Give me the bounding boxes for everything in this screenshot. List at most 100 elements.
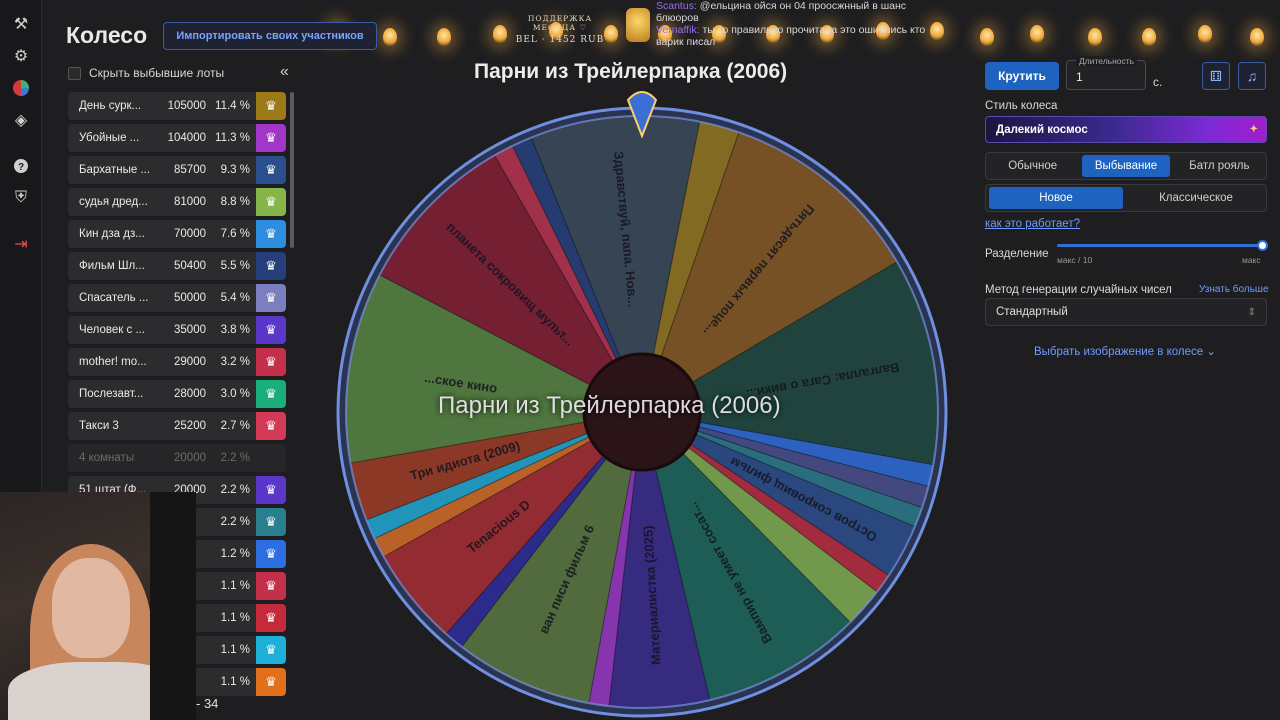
lot-row[interactable]: Бархатные ... 85700 9.3 % ♛ [68,156,286,184]
lot-color-icon[interactable]: ♛ [256,220,286,248]
lot-color-icon[interactable]: ♛ [256,636,286,664]
lot-color-icon[interactable]: ♛ [256,316,286,344]
lot-row[interactable]: Фильм Шл... 50400 5.5 % ♛ [68,252,286,280]
lot-percent: 7.6 % [220,228,250,240]
lot-percent: 9.3 % [220,164,250,176]
split-slider-handle[interactable] [1257,240,1268,251]
lot-name: судья дред... [79,196,148,208]
lot-color-icon[interactable]: ♛ [256,508,286,536]
hide-eliminated-checkbox[interactable] [68,66,81,80]
lot-color-icon[interactable]: ♛ [256,348,286,376]
lot-color-icon[interactable]: ♛ [256,284,286,312]
wheel-style-select[interactable]: Далекий космос ✦ [985,116,1267,143]
wheel-icon[interactable] [11,78,31,98]
stream-chat: Scantus: @ельцина ойся он 04 проосжнный … [656,0,996,48]
lot-row[interactable]: Послезавт... 28000 3.0 % ♛ [68,380,286,408]
wheel[interactable]: Здравствуй, папа. Нов... Пятьдесят первых… [320,86,960,720]
lot-amount: 28000 [174,388,206,400]
collapse-panel-button[interactable]: « [280,63,289,80]
music-icon[interactable]: ♫ [1238,62,1266,90]
lot-name: Фильм Шл... [79,260,145,272]
light-bulb [383,28,397,46]
rng-learn-more-link[interactable]: Узнать больше [1199,284,1269,295]
lot-percent: 2.7 % [220,420,250,432]
lot-amount: 85700 [174,164,206,176]
logout-icon[interactable]: ⇥ [14,236,28,253]
lot-color-icon[interactable]: ♛ [256,476,286,504]
lot-row[interactable]: Спасатель ... 50000 5.4 % ♛ [68,284,286,312]
gear-icon[interactable]: ⚙ [13,48,29,65]
lot-color-icon[interactable]: ♛ [256,572,286,600]
split-slider-track[interactable] [1057,244,1263,247]
lot-amount: 20000 [174,452,206,464]
lot-color-icon[interactable]: ♛ [256,412,286,440]
tab-normal[interactable]: Обычное [1008,160,1058,172]
lot-name: Такси 3 [79,420,119,432]
lot-name: Спасатель ... [79,292,149,304]
sparkle-icon: ✦ [1249,124,1258,135]
tab-new[interactable]: Новое [989,187,1123,209]
lot-name: Бархатные ... [79,164,149,176]
mode-tabs: Обычное Выбывание Батл рояль [985,152,1267,180]
choose-image-label: Выбрать изображение в колесе [1034,346,1204,358]
support-widget: ПОДДЕРЖКА МЕСЯЦА ♡ BEL · 1452 RUB [506,14,614,45]
lot-percent: 2.2 % [220,484,250,496]
webcam-caption: - 34 [196,696,219,711]
lot-percent: 1.1 % [220,644,250,656]
chat-line: варик писал [656,36,716,48]
tab-battle-royale[interactable]: Батл рояль [1189,160,1250,172]
duration-unit: с. [1153,75,1163,89]
duration-value[interactable]: 1 [1076,70,1083,84]
layers-icon[interactable]: ◈ [14,112,28,129]
import-participants-button[interactable]: Импортировать своих участников [163,22,377,50]
lot-color-icon[interactable]: ♛ [256,668,286,696]
select-arrows-icon: ⇕ [1247,306,1256,318]
light-bulb [493,25,507,43]
lot-name: Кин дза дз... [79,228,145,240]
rng-select-value: Стандартный [996,306,1068,318]
tab-classic[interactable]: Классическое [1159,192,1233,204]
lot-percent: 5.4 % [220,292,250,304]
dice-icon[interactable]: ⚅ [1202,62,1230,90]
hide-eliminated-toggle[interactable]: Скрыть выбывшие лоты [68,66,224,80]
lot-color-icon[interactable]: ♛ [256,540,286,568]
lot-color-icon[interactable]: ♛ [256,156,286,184]
wheel-pointer-icon [626,91,658,139]
lot-row[interactable]: судья дред... 81000 8.8 % ♛ [68,188,286,216]
help-icon[interactable]: ? [11,156,31,176]
lot-percent: 11.4 % [215,100,250,112]
wheel-area[interactable]: Здравствуй, папа. Нов... Пятьдесят первых… [320,86,960,720]
lot-row[interactable]: 4 комнаты 20000 2.2 % [68,444,286,472]
lots-scrollbar[interactable] [290,92,294,248]
wheel-style-label: Стиль колеса [985,100,1058,112]
lot-row[interactable]: Убойные ... 104000 11.3 % ♛ [68,124,286,152]
slider-max-label: макс [1242,255,1261,265]
lot-row[interactable]: День сурк... 105000 11.4 % ♛ [68,92,286,120]
shield-icon[interactable]: ⛨ [14,189,27,206]
lot-percent: 11.3 % [215,132,250,144]
lot-color-icon[interactable]: ♛ [256,380,286,408]
how-it-works-link[interactable]: как это работает? [985,218,1080,230]
wheel-style-value: Далекий космос [996,123,1088,136]
lot-percent: 8.8 % [220,196,250,208]
lot-color-icon[interactable]: ♛ [256,124,286,152]
lot-color-icon[interactable]: ♛ [256,604,286,632]
support-value: BEL · 1452 RUB [515,35,605,45]
lot-row[interactable]: Человек с ... 35000 3.8 % ♛ [68,316,286,344]
lot-color-icon[interactable]: ♛ [256,252,286,280]
lot-color-icon[interactable]: ♛ [256,92,286,120]
rng-select[interactable]: Стандартный ⇕ [985,298,1267,326]
choose-image-button[interactable]: Выбрать изображение в колесе ⌄ [1034,344,1216,358]
rng-label: Метод генерации случайных чисел [985,284,1172,296]
lot-row[interactable]: Кин дза дз... 70000 7.6 % ♛ [68,220,286,248]
wheel-title: Парни из Трейлерпарка (2006) [474,60,788,83]
lot-color-icon[interactable]: ♛ [256,188,286,216]
lot-row[interactable]: Такси 3 25200 2.7 % ♛ [68,412,286,440]
hammer-icon[interactable]: ⚒ [13,16,29,33]
tab-elimination[interactable]: Выбывание [1082,155,1170,177]
spin-button[interactable]: Крутить [985,62,1059,90]
lot-name: Человек с ... [79,324,146,336]
lot-name: Убойные ... [79,132,140,144]
lot-row[interactable]: mother! mo... 29000 3.2 % ♛ [68,348,286,376]
wheel-hub [582,352,702,472]
